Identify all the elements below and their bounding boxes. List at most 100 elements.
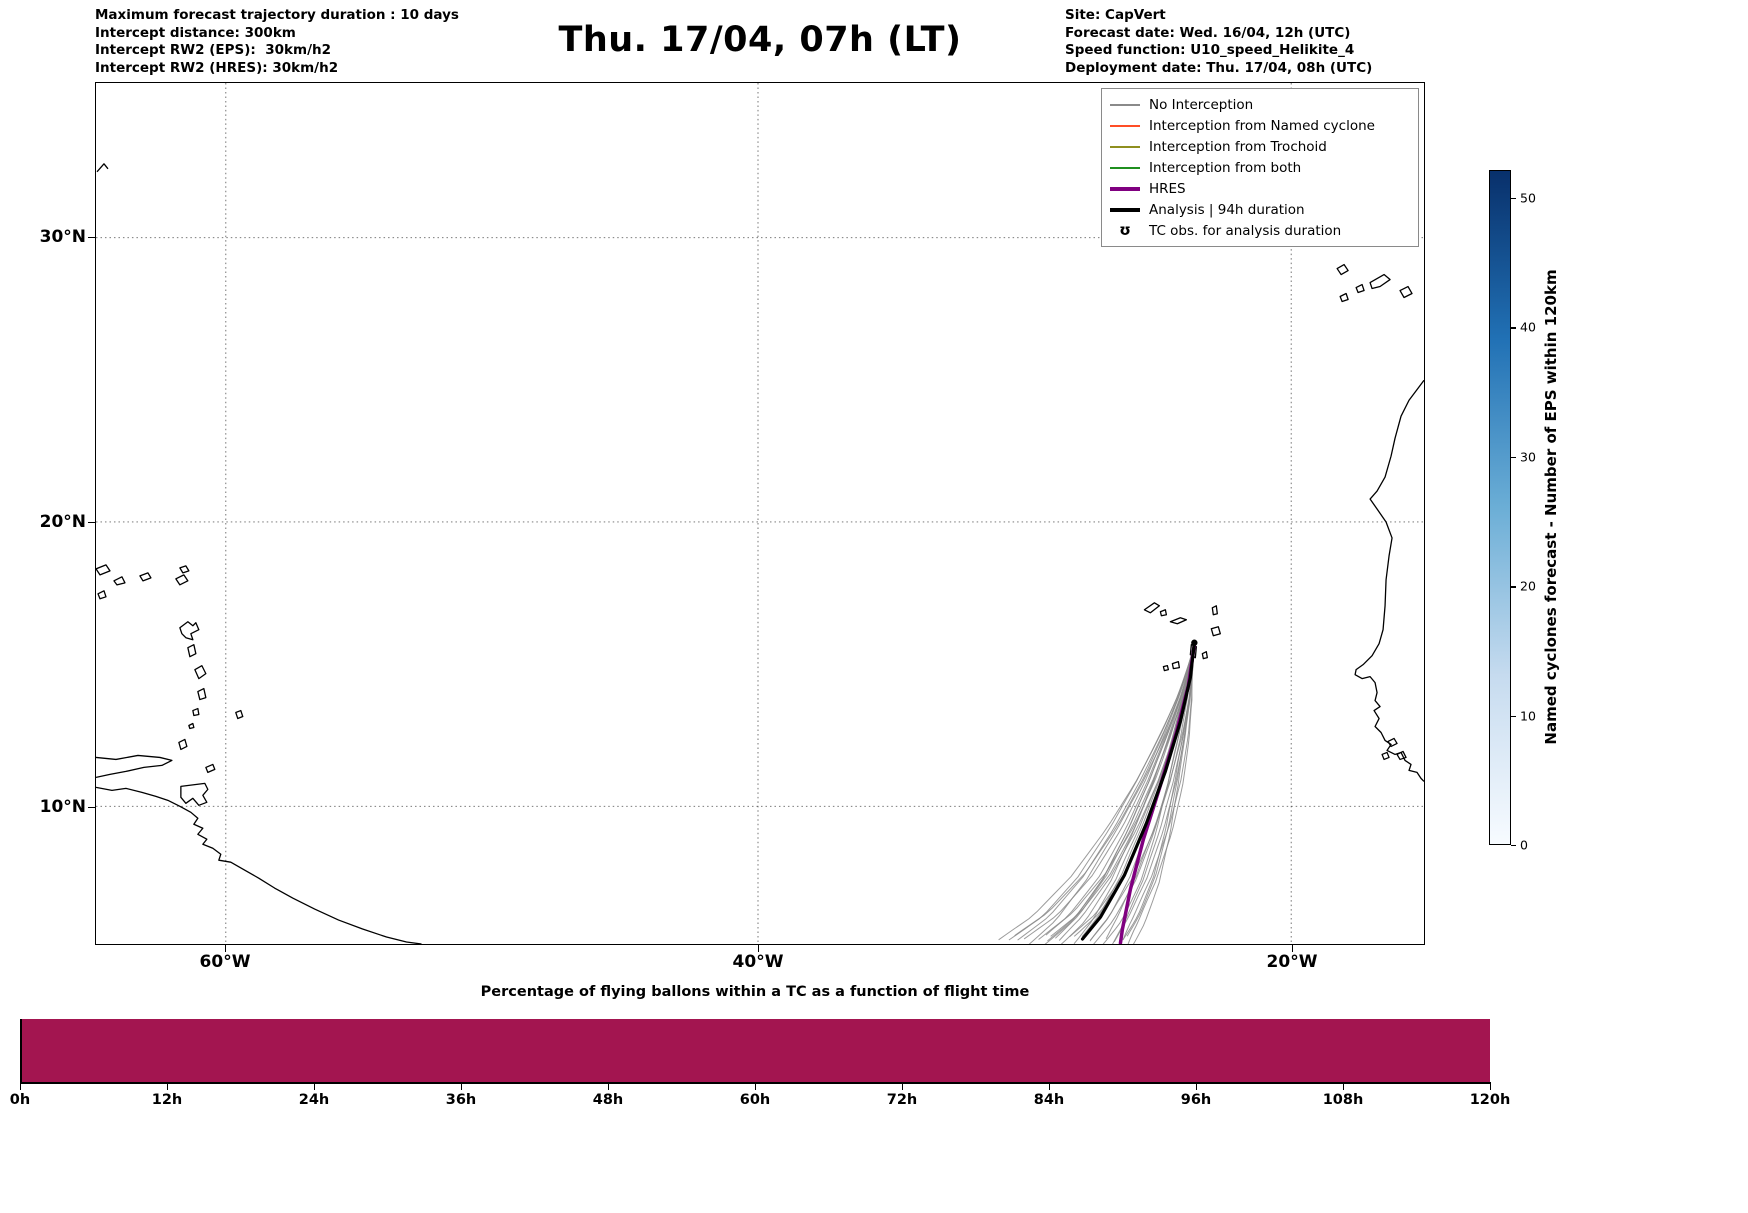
header-right-line: Forecast date: Wed. 16/04, 12h (UTC) bbox=[1065, 24, 1351, 41]
bottom-tick-mark bbox=[20, 1084, 22, 1090]
bottom-tick-mark bbox=[167, 1084, 169, 1090]
trajectory-line bbox=[1073, 642, 1195, 937]
colorbar-tick-mark bbox=[1511, 586, 1516, 588]
coastline bbox=[188, 722, 195, 730]
y-tick-mark bbox=[88, 237, 95, 239]
colorbar-tick-mark bbox=[1511, 845, 1516, 847]
coastline bbox=[175, 574, 189, 586]
coastline bbox=[97, 590, 107, 600]
coastline bbox=[197, 687, 207, 701]
legend: No Interception Interception from Named c… bbox=[1101, 88, 1419, 247]
coastline bbox=[179, 621, 200, 641]
tc-obs-icon: ʊ bbox=[1119, 221, 1131, 239]
legend-label: Interception from both bbox=[1149, 159, 1302, 176]
legend-line-sample bbox=[1110, 103, 1140, 106]
coastline bbox=[1210, 626, 1221, 637]
legend-item: Interception from both bbox=[1110, 157, 1410, 178]
bottom-tick-mark bbox=[1490, 1084, 1492, 1090]
bottom-tick-label: 12h bbox=[151, 1092, 183, 1108]
y-tick-label: 30°N bbox=[39, 227, 86, 247]
colorbar-tick-label: 30 bbox=[1520, 449, 1536, 465]
bottom-tick-mark bbox=[902, 1084, 904, 1090]
legend-label: Analysis | 94h duration bbox=[1149, 201, 1305, 218]
bottom-tick-label: 108h bbox=[1322, 1092, 1364, 1108]
colorbar-tick-label: 50 bbox=[1520, 190, 1536, 206]
coastline bbox=[180, 782, 209, 806]
analysis-line bbox=[1080, 641, 1196, 941]
legend-item: Analysis | 94h duration bbox=[1110, 199, 1410, 220]
header-left-line: Intercept distance: 300km bbox=[95, 24, 296, 41]
y-tick-label: 10°N bbox=[39, 797, 86, 817]
legend-label: TC obs. for analysis duration bbox=[1149, 222, 1342, 239]
legend-line-sample bbox=[1110, 166, 1140, 169]
legend-line-sample bbox=[1110, 124, 1140, 127]
site-marker bbox=[1191, 639, 1198, 646]
header-left-line: Intercept RW2 (EPS): 30km/h2 bbox=[95, 42, 331, 58]
bottom-tick-label: 72h bbox=[886, 1092, 918, 1108]
colorbar-tick-label: 0 bbox=[1520, 837, 1528, 853]
legend-item-tc-obs: ʊ TC obs. for analysis duration bbox=[1110, 220, 1410, 241]
coastline bbox=[1162, 664, 1170, 672]
trajectory-line bbox=[1023, 642, 1195, 940]
legend-label: HRES bbox=[1149, 180, 1186, 197]
legend-item: HRES bbox=[1110, 178, 1410, 199]
bottom-bar bbox=[20, 1019, 1490, 1082]
coastline bbox=[139, 572, 152, 582]
header-right: Site: CapVert Forecast date: Wed. 16/04, … bbox=[1065, 7, 1372, 77]
bottom-tick-label: 24h bbox=[298, 1092, 330, 1108]
colorbar-label: Named cyclones forecast - Number of EPS … bbox=[1542, 269, 1560, 745]
coastline bbox=[205, 763, 216, 774]
bottom-tick-mark bbox=[608, 1084, 610, 1090]
legend-line-sample bbox=[1110, 207, 1140, 212]
colorbar-tick-mark bbox=[1511, 456, 1516, 459]
legend-item: No Interception bbox=[1110, 94, 1410, 115]
bottom-chart-axis bbox=[20, 1082, 1491, 1084]
coastline bbox=[96, 163, 109, 173]
coastline bbox=[178, 738, 188, 751]
bottom-tick-mark bbox=[755, 1084, 757, 1090]
x-tick-mark bbox=[225, 945, 227, 952]
coastline bbox=[1171, 661, 1181, 670]
bottom-tick-label: 36h bbox=[445, 1092, 477, 1108]
x-tick-label: 40°W bbox=[732, 952, 784, 972]
header-right-line: Deployment date: Thu. 17/04, 08h (UTC) bbox=[1065, 59, 1373, 76]
coastline bbox=[192, 707, 200, 717]
bottom-chart-title: Percentage of flying ballons within a TC… bbox=[480, 984, 1030, 1000]
header-right-line: Site: CapVert bbox=[1065, 7, 1166, 23]
coastline bbox=[187, 644, 197, 658]
map-plot: No Interception Interception from Named c… bbox=[95, 82, 1425, 945]
bottom-tick-mark bbox=[1343, 1084, 1345, 1090]
coastline bbox=[113, 576, 126, 586]
bottom-tick-label: 48h bbox=[592, 1092, 624, 1108]
bottom-tick-label: 96h bbox=[1180, 1092, 1212, 1108]
colorbar-tick-label: 20 bbox=[1520, 578, 1536, 594]
y-tick-label: 20°N bbox=[39, 512, 86, 532]
colorbar-tick-label: 10 bbox=[1520, 708, 1536, 724]
x-tick-mark bbox=[1292, 945, 1294, 952]
trajectory-line bbox=[1014, 642, 1195, 937]
colorbar-tick-mark bbox=[1511, 198, 1516, 200]
legend-item: Interception from Named cyclone bbox=[1110, 115, 1410, 136]
coastline bbox=[1387, 737, 1398, 748]
trajectory-line bbox=[1127, 642, 1195, 944]
x-tick-label: 60°W bbox=[199, 952, 251, 972]
y-tick-mark bbox=[88, 807, 95, 809]
x-tick-label: 20°W bbox=[1266, 952, 1318, 972]
coastline bbox=[96, 754, 173, 779]
colorbar-tick-mark bbox=[1511, 327, 1516, 329]
header-left: Maximum forecast trajectory duration : 1… bbox=[95, 7, 459, 77]
figure-title: Thu. 17/04, 07h (LT) bbox=[558, 20, 962, 60]
coastline bbox=[1336, 263, 1349, 276]
bottom-tick-label: 84h bbox=[1033, 1092, 1065, 1108]
trajectory-line bbox=[998, 642, 1195, 941]
bottom-tick-label: 0h bbox=[9, 1092, 31, 1108]
coastline bbox=[179, 565, 190, 574]
coastline bbox=[235, 709, 244, 720]
x-tick-mark bbox=[758, 945, 760, 952]
coastline bbox=[96, 564, 111, 576]
legend-label: No Interception bbox=[1149, 96, 1254, 113]
legend-line-sample bbox=[1110, 145, 1140, 148]
bottom-tick-mark bbox=[314, 1084, 316, 1090]
y-tick-mark bbox=[88, 522, 95, 524]
